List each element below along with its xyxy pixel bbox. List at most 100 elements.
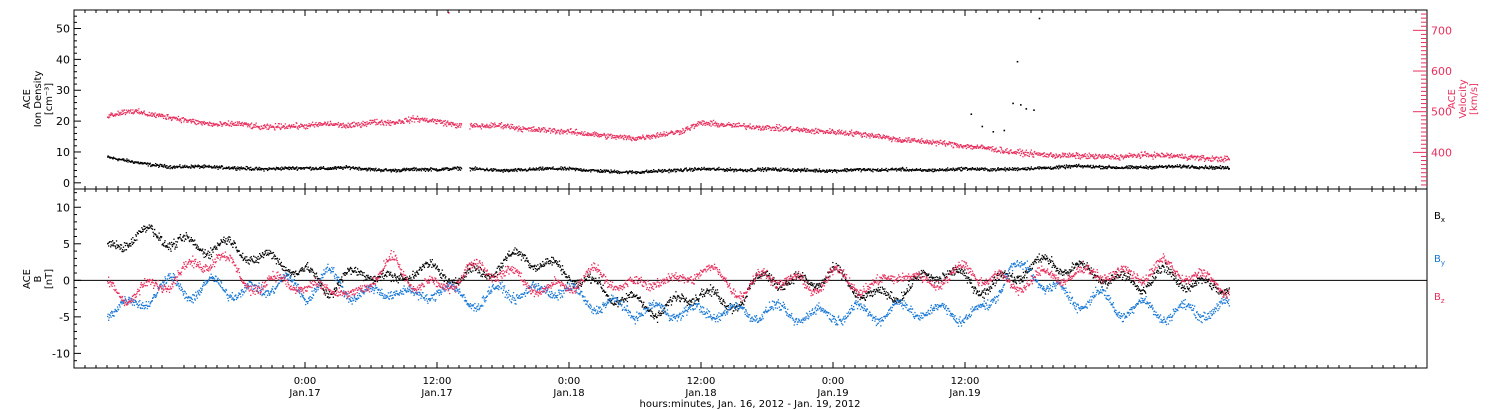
- data-point: [217, 123, 219, 126]
- data-point: [966, 144, 969, 146]
- data-point: [1145, 166, 1147, 169]
- data-point: [875, 136, 877, 138]
- data-point: [833, 170, 835, 172]
- data-point: [323, 122, 326, 124]
- data-point: [575, 132, 577, 134]
- data-point: [292, 166, 294, 169]
- data-point: [742, 170, 744, 172]
- data-point: [121, 109, 123, 111]
- data-point: [833, 132, 835, 135]
- data-point: [149, 162, 151, 164]
- data-point: [240, 256, 242, 258]
- data-point: [1150, 167, 1152, 170]
- data-point: [945, 145, 947, 147]
- data-point: [1143, 167, 1145, 169]
- data-point: [259, 169, 261, 171]
- data-point: [1150, 155, 1152, 157]
- data-point: [1227, 157, 1229, 159]
- data-point: [250, 123, 252, 125]
- data-point: [1178, 156, 1180, 158]
- data-point: [852, 132, 854, 134]
- data-point: [1128, 152, 1130, 154]
- data-point: [267, 124, 269, 127]
- data-point: [180, 122, 183, 124]
- data-point: [872, 136, 875, 139]
- data-point: [694, 124, 696, 126]
- data-point: [1151, 167, 1154, 169]
- data-point: [374, 169, 377, 171]
- data-point: [231, 166, 233, 169]
- data-point: [309, 124, 311, 127]
- data-point: [471, 126, 474, 128]
- data-point: [863, 168, 866, 170]
- data-point: [1035, 153, 1037, 155]
- data-point: [787, 167, 789, 170]
- data-point: [682, 129, 684, 131]
- data-point: [301, 125, 303, 127]
- data-point: [1220, 160, 1222, 163]
- data-point: [276, 257, 279, 259]
- data-point: [128, 112, 131, 114]
- data-point: [164, 118, 167, 120]
- data-point: [540, 130, 542, 132]
- data-point: [1126, 155, 1128, 157]
- data-point: [256, 168, 258, 170]
- data-point: [955, 144, 958, 147]
- data-point: [447, 122, 449, 124]
- data-point: [619, 134, 622, 136]
- data-point: [283, 168, 285, 170]
- data-point: [113, 242, 116, 244]
- data-point: [236, 124, 238, 126]
- data-point: [164, 240, 166, 242]
- data-point: [983, 167, 985, 169]
- data-point: [342, 126, 344, 128]
- data-point: [765, 169, 767, 171]
- data-point: [371, 122, 373, 124]
- data-point: [186, 234, 188, 236]
- bottom-plot-frame: [73, 188, 1428, 369]
- data-point: [1219, 167, 1221, 169]
- data-point: [982, 168, 984, 170]
- data-point: [1125, 154, 1127, 156]
- data-point: [622, 137, 625, 140]
- data-point: [281, 168, 283, 170]
- data-point: [1011, 169, 1013, 171]
- data-point: [366, 170, 368, 172]
- data-point: [1008, 167, 1011, 169]
- data-point: [507, 169, 509, 171]
- data-point: [532, 130, 534, 132]
- data-point: [653, 171, 655, 173]
- data-point: [289, 166, 291, 168]
- data-point: [194, 122, 196, 124]
- data-point: [192, 239, 194, 242]
- data-point: [387, 170, 389, 172]
- data-point: [169, 248, 172, 250]
- data-point: [645, 170, 647, 172]
- data-point: [1115, 154, 1118, 157]
- data-point: [658, 134, 661, 136]
- data-point: [393, 121, 395, 123]
- data-point: [708, 169, 710, 171]
- data-point: [996, 169, 998, 171]
- data-point: [1015, 153, 1018, 155]
- data-point: [809, 170, 811, 172]
- data-point: [433, 121, 435, 123]
- data-point: [112, 114, 114, 117]
- data-point: [646, 134, 648, 137]
- data-point: [903, 170, 905, 172]
- data-point: [331, 123, 333, 125]
- data-point: [1190, 155, 1192, 157]
- data-point: [1219, 156, 1222, 158]
- data-point: [381, 121, 383, 123]
- data-point: [660, 170, 663, 172]
- data-point: [476, 167, 478, 169]
- data-point: [198, 248, 200, 250]
- data-point: [474, 123, 476, 125]
- data-point: [186, 121, 188, 123]
- data-point: [153, 114, 155, 116]
- data-point: [1129, 155, 1131, 157]
- data-point: [1108, 155, 1110, 157]
- data-point: [635, 139, 637, 141]
- data-point: [1154, 155, 1156, 157]
- data-point: [534, 128, 536, 131]
